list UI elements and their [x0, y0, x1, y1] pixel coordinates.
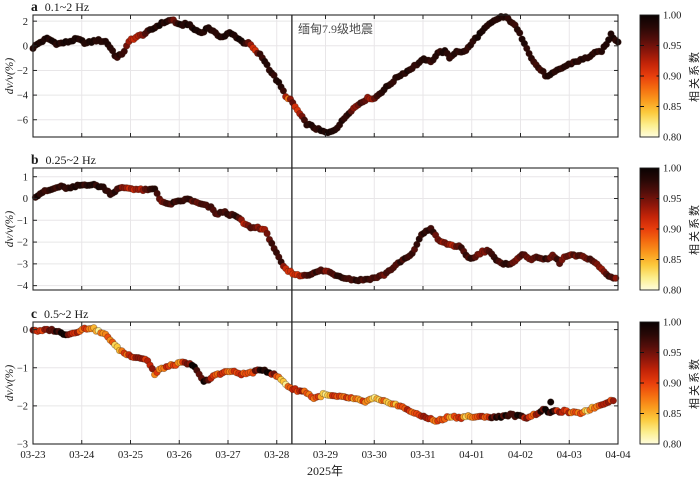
panel-a-points — [29, 12, 622, 137]
x-tick-label: 03-31 — [410, 449, 435, 461]
x-tick-label: 03-26 — [167, 449, 193, 461]
panel-c-ylabel: dv/v(%) — [4, 364, 16, 402]
colorbar-a-label: 相关系数 — [689, 50, 700, 102]
colorbar-b-label: 相关系数 — [689, 203, 700, 255]
y-tick-label: −2 — [17, 238, 28, 249]
colorbar-tick-label: 0.95 — [663, 348, 681, 359]
colorbar-tick-label: 0.85 — [663, 409, 681, 420]
x-tick-label: 04-04 — [605, 449, 631, 461]
colorbar-tick-label: 1.00 — [663, 11, 681, 22]
panel-b-title: b 0.25~2 Hz — [31, 152, 96, 168]
x-tick-label: 04-03 — [557, 449, 582, 461]
y-tick-label: −3 — [17, 259, 28, 270]
x-tick-label: 03-24 — [69, 449, 95, 461]
colorbar-tick-label: 0.85 — [663, 102, 681, 113]
y-tick-label: −4 — [17, 91, 29, 102]
colorbar-tick-label: 0.80 — [663, 440, 681, 451]
colorbar-tick-label: 0.90 — [663, 72, 681, 83]
colorbar-b: 1.00 0.95 0.90 0.85 0.80 — [639, 164, 681, 297]
x-tick-label: 04-02 — [508, 449, 533, 461]
panel-c-axes: 0 −1 −2 −3 — [17, 321, 619, 451]
colorbar-c: 1.00 0.95 0.90 0.85 0.80 — [639, 318, 681, 451]
panel-a-letter: a — [31, 0, 38, 14]
x-axis-year-label: 2025年 — [306, 464, 344, 478]
y-tick-label: −2 — [17, 401, 28, 412]
panel-c-points — [29, 324, 617, 425]
panel-b-letter: b — [31, 152, 39, 167]
panel-a-axes: 2 0 −2 −4 −6 — [17, 14, 619, 138]
panel-b-ylabel: dv/v(%) — [4, 210, 16, 248]
x-tick-label: 03-29 — [313, 449, 338, 461]
colorbar-tick-label: 0.90 — [663, 379, 681, 390]
earthquake-annotation: 缅甸7.9级地震 — [298, 22, 374, 36]
panel-b-freq-label: 0.25~2 Hz — [45, 153, 96, 167]
y-tick-label: 0 — [23, 194, 28, 205]
y-tick-label: −3 — [17, 440, 28, 451]
colorbar-tick-label: 0.85 — [663, 255, 681, 266]
panel-c-title: c 0.5~2 Hz — [31, 306, 88, 322]
y-tick-label: −1 — [17, 363, 28, 374]
panel-b-axes: 1 0 −1 −2 −3 −4 — [17, 167, 619, 292]
colorbar-tick-label: 0.80 — [663, 133, 681, 144]
colorbar-tick-label: 1.00 — [663, 318, 681, 329]
y-tick-label: 2 — [23, 17, 28, 28]
y-tick-label: −4 — [17, 281, 29, 292]
y-tick-label: 0 — [23, 41, 28, 52]
x-tick-label: 03-27 — [215, 449, 241, 461]
colorbar-tick-label: 0.80 — [663, 286, 681, 297]
y-tick-label: 1 — [23, 172, 28, 183]
colorbar-a: 1.00 0.95 0.90 0.85 0.80 — [639, 11, 681, 144]
y-tick-label: −1 — [17, 216, 28, 227]
panel-a-ylabel: dv/v(%) — [4, 57, 16, 95]
panel-c-letter: c — [31, 306, 37, 321]
x-tick-labels: 03-23 03-24 03-25 03-26 03-27 03-28 03-29 03-30… — [20, 449, 631, 461]
x-tick-label: 03-30 — [362, 449, 387, 461]
y-tick-label: 0 — [23, 325, 28, 336]
colorbar-tick-label: 0.95 — [663, 194, 681, 205]
colorbar-c-label: 相关系数 — [689, 357, 700, 409]
colorbar-tick-label: 1.00 — [663, 164, 681, 175]
colorbar-tick-label: 0.90 — [663, 225, 681, 236]
colorbar-tick-label: 0.95 — [663, 41, 681, 52]
panel-b-points — [31, 180, 620, 285]
x-tick-label: 04-01 — [459, 449, 484, 461]
x-tick-label: 03-28 — [264, 449, 289, 461]
x-tick-label: 03-23 — [20, 449, 45, 461]
panel-a-title: a 0.1~2 Hz — [31, 0, 89, 15]
panel-a-freq-label: 0.1~2 Hz — [44, 0, 90, 14]
y-tick-label: −6 — [17, 115, 28, 126]
panel-c-freq-label: 0.5~2 Hz — [44, 307, 89, 321]
outlier-point — [547, 398, 555, 406]
gridlines — [33, 15, 618, 444]
y-tick-label: −2 — [17, 66, 28, 77]
x-tick-label: 03-25 — [118, 449, 143, 461]
